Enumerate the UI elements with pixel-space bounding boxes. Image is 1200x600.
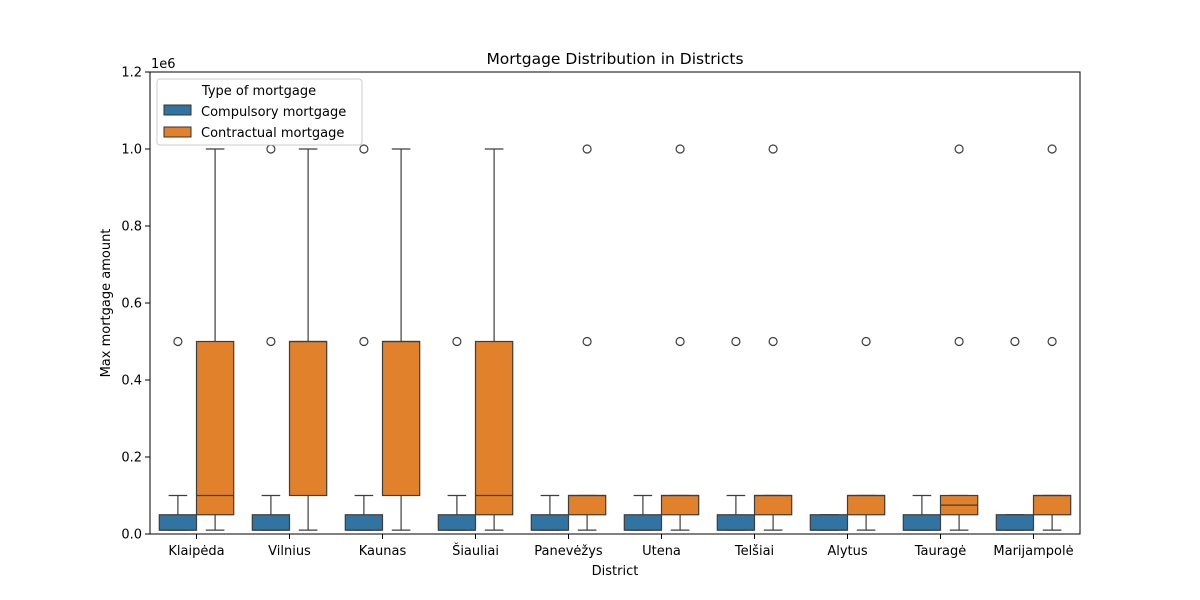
- x-tick-label: Klaipėda: [168, 544, 224, 559]
- outlier-point: [675, 336, 685, 347]
- legend-label-contractual: Contractual mortgage: [201, 126, 344, 141]
- legend: Type of mortgage Compulsory mortgage Con…: [156, 78, 363, 146]
- y-tick-label: 0.2: [121, 451, 142, 466]
- y-tick-label: 1.0: [121, 143, 142, 158]
- box-compulsory: [530, 494, 570, 531]
- box-body: [437, 514, 477, 531]
- x-tick-label: Panevėžys: [534, 544, 603, 559]
- y-tick-label: 0.4: [121, 374, 142, 389]
- legend-swatch-contractual: [163, 126, 192, 138]
- y-tick-label: 1.2: [121, 66, 142, 81]
- box-contractual: [939, 144, 979, 531]
- outlier-point: [582, 144, 592, 154]
- outlier-point: [359, 336, 369, 347]
- legend-frame: [156, 78, 363, 146]
- x-axis-label: District: [592, 564, 639, 579]
- box-body: [251, 514, 291, 531]
- outlier-point: [1047, 144, 1057, 154]
- outlier-point: [768, 144, 778, 154]
- plot-area: [158, 144, 1072, 531]
- box-contractual: [195, 148, 235, 531]
- x-tick-label: Kaunas: [359, 544, 407, 559]
- box-body: [567, 494, 607, 516]
- box-contractual: [846, 336, 886, 531]
- legend-swatch-compulsory: [163, 104, 192, 116]
- x-tick-label: Marijampolė: [993, 544, 1073, 559]
- chart-title: Mortgage Distribution in Districts: [486, 50, 743, 68]
- box-contractual: [1032, 144, 1072, 531]
- outlier-point: [675, 144, 685, 154]
- outlier-point: [582, 336, 592, 347]
- box-body: [623, 514, 663, 531]
- y-axis-offset-label: 1e6: [151, 57, 176, 72]
- x-tick-label: Utena: [642, 544, 681, 559]
- outlier-point: [861, 336, 871, 347]
- box-body: [660, 494, 700, 516]
- box-body: [716, 514, 756, 531]
- box-contractual: [660, 144, 700, 531]
- x-tick-label: Telšiai: [734, 544, 774, 559]
- outlier-point: [452, 336, 462, 347]
- box-compulsory: [995, 336, 1035, 531]
- box-compulsory: [251, 144, 291, 531]
- box-body: [195, 340, 235, 516]
- box-body: [1032, 494, 1072, 516]
- outlier-point: [173, 336, 183, 347]
- y-tick-label: 0.0: [121, 528, 142, 543]
- box-contractual: [474, 148, 514, 531]
- box-compulsory: [158, 336, 198, 531]
- y-tick-label: 0.6: [121, 297, 142, 312]
- x-tick-label: Alytus: [827, 544, 868, 559]
- y-axis-label: Max mortgage amount: [99, 229, 114, 378]
- outlier-point: [731, 336, 741, 347]
- box-contractual: [753, 144, 793, 531]
- y-axis: 0.0 0.2 0.4 0.6 0.8 1.0 1.2: [121, 66, 150, 543]
- box-body: [809, 514, 849, 531]
- box-contractual: [567, 144, 607, 531]
- box-compulsory: [809, 514, 849, 531]
- outlier-point: [954, 144, 964, 154]
- x-tick-label: Tauragė: [914, 544, 967, 559]
- box-body: [995, 514, 1035, 531]
- box-compulsory: [623, 494, 663, 531]
- outlier-point: [1047, 336, 1057, 347]
- outlier-point: [359, 144, 369, 154]
- box-compulsory: [344, 144, 384, 531]
- box-body: [846, 494, 886, 516]
- box-compulsory: [437, 336, 477, 531]
- box-compulsory: [902, 494, 942, 531]
- x-tick-label: Vilnius: [268, 544, 311, 559]
- x-tick-label: Šiauliai: [452, 543, 499, 559]
- box-body: [288, 340, 328, 497]
- box-compulsory: [716, 336, 756, 531]
- outlier-point: [768, 336, 778, 347]
- x-axis: Klaipėda Vilnius Kaunas Šiauliai Panevėžys Ut…: [168, 534, 1074, 559]
- box-contractual: [288, 148, 328, 531]
- outlier-point: [1010, 336, 1020, 347]
- box-body: [158, 514, 198, 531]
- outlier-point: [266, 336, 276, 347]
- box-body: [381, 340, 421, 497]
- box-body: [530, 514, 570, 531]
- box-body: [474, 340, 514, 516]
- box-body: [344, 514, 384, 531]
- box-contractual: [381, 148, 421, 531]
- y-tick-label: 0.8: [121, 220, 142, 235]
- box-body: [753, 494, 793, 516]
- box-body: [902, 514, 942, 531]
- legend-title: Type of mortgage: [201, 84, 316, 99]
- legend-label-compulsory: Compulsory mortgage: [201, 105, 346, 120]
- outlier-point: [954, 336, 964, 347]
